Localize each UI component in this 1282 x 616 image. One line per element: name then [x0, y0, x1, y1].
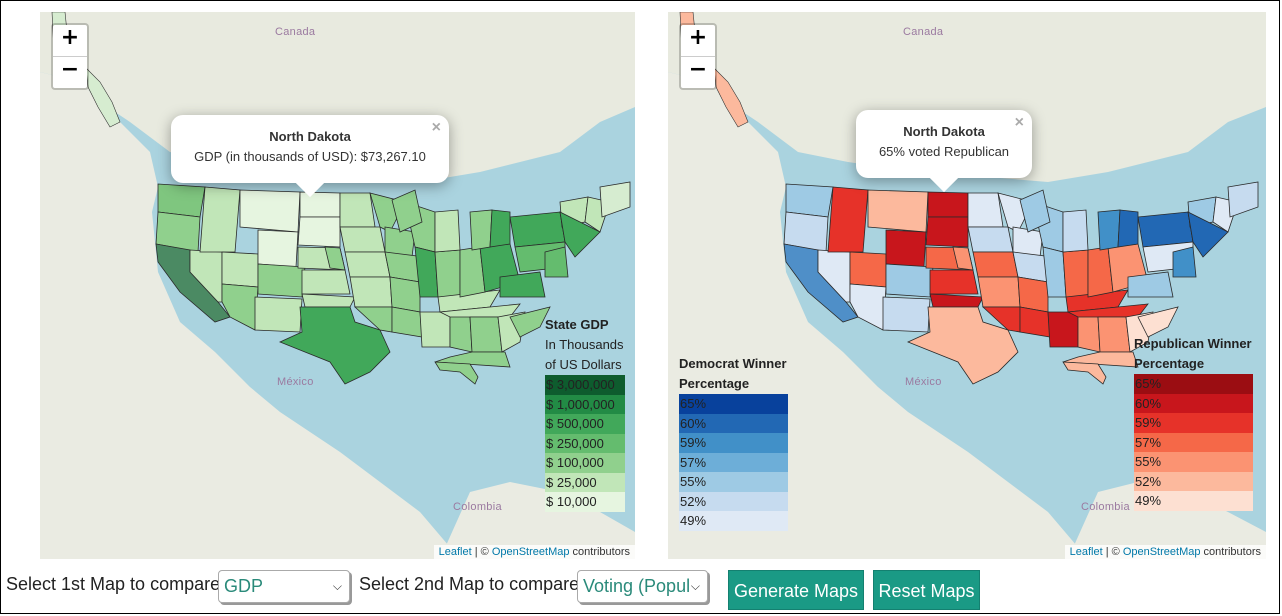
legend-item: 60% — [679, 413, 788, 433]
voting-map[interactable]: + − Canada México Colombia × North Dakot… — [668, 12, 1266, 559]
legend-item: $ 500,000 — [545, 414, 625, 434]
gdp-map[interactable]: + − Canada México Colombia × North Dakot… — [40, 12, 635, 559]
select-2-value: Voting (Popul — [583, 576, 691, 596]
popup-text: GDP (in thousands of USD): $73,267.10 — [194, 149, 426, 164]
popup-close-button[interactable]: × — [431, 119, 441, 136]
legend-item: 52% — [1134, 471, 1253, 491]
popup-close-button[interactable]: × — [1014, 114, 1024, 131]
popup-title: North Dakota — [269, 129, 351, 144]
attribution-contrib: contributors — [1200, 546, 1261, 558]
label-mexico: México — [277, 376, 314, 388]
zoom-out-button[interactable]: − — [60, 57, 80, 82]
select-2-dropdown[interactable]: Voting (Popul ⌵ — [577, 570, 708, 603]
legend-item: $ 100,000 — [545, 453, 625, 473]
select-1-label: Select 1st Map to compare — [6, 574, 221, 594]
legend-item: $ 250,000 — [545, 433, 625, 453]
map-attribution: Leaflet | © OpenStreetMap contributors — [433, 545, 635, 559]
attribution-sep: | © — [1102, 546, 1123, 558]
attribution-sep: | © — [471, 546, 492, 558]
legend-items: $ 3,000,000 $ 1,000,000 $ 500,000 $ 250,000… — [545, 375, 625, 512]
legend-title-1: Republican Winner — [1134, 336, 1252, 351]
legend-subtitle-1: In Thousands — [545, 337, 624, 352]
legend-items: 65% 60% 59% 57% 55% 52% 49% — [1134, 374, 1253, 511]
label-colombia: Colombia — [1081, 501, 1130, 513]
chevron-down-icon: ⌵ — [332, 579, 342, 593]
legend-item: $ 1,000,000 — [545, 394, 625, 414]
chevron-down-icon: ⌵ — [690, 579, 700, 593]
popup-title: North Dakota — [903, 124, 985, 139]
legend-item: $ 3,000,000 — [545, 375, 625, 395]
legend-items: 65% 60% 59% 57% 55% 52% 49% — [679, 394, 788, 531]
legend-item: 60% — [1134, 393, 1253, 413]
select-1-value: GDP — [224, 576, 264, 596]
legend-title-2: Percentage — [679, 376, 750, 391]
democrat-legend: Democrat Winner Percentage 65% 60% 59% 57% 5… — [679, 354, 788, 531]
leaflet-link[interactable]: Leaflet — [438, 546, 472, 558]
zoom-out-button[interactable]: − — [688, 57, 708, 82]
zoom-control: + − — [51, 23, 89, 90]
legend-item: 55% — [679, 472, 788, 492]
legend-item: 49% — [1134, 491, 1253, 511]
legend-item: 65% — [1134, 374, 1253, 394]
legend-item: 65% — [679, 394, 788, 414]
republican-legend: Republican Winner Percentage 65% 60% 59% 57… — [1134, 334, 1253, 511]
gdp-legend: State GDP In Thousands of US Dollars $ 3… — [545, 315, 625, 512]
legend-item: 59% — [1134, 413, 1253, 433]
legend-item: 49% — [679, 511, 788, 531]
osm-link[interactable]: OpenStreetMap — [491, 546, 570, 558]
label-mexico: México — [905, 376, 942, 388]
state-popup: × North Dakota GDP (in thousands of USD)… — [171, 115, 449, 198]
map-controls: Select 1st Map to compare GDP ⌵ Select 2… — [0, 568, 1282, 612]
popup-text: 65% voted Republican — [878, 144, 1010, 159]
states-choropleth[interactable] — [40, 12, 635, 559]
leaflet-link[interactable]: Leaflet — [1069, 546, 1103, 558]
zoom-in-button[interactable]: + — [681, 25, 715, 57]
legend-item: $ 10,000 — [545, 492, 625, 512]
legend-title-2: Percentage — [1134, 356, 1205, 371]
legend-title: State GDP — [545, 317, 609, 332]
reset-maps-button[interactable]: Reset Maps — [873, 570, 980, 610]
legend-subtitle-2: of US Dollars — [545, 357, 622, 372]
label-canada: Canada — [275, 26, 316, 38]
attribution-contrib: contributors — [569, 546, 630, 558]
select-2-label: Select 2nd Map to compare — [359, 574, 580, 594]
states-choropleth[interactable] — [668, 12, 1266, 559]
label-canada: Canada — [903, 26, 944, 38]
state-popup: × North Dakota 65% voted Republican — [856, 110, 1032, 193]
select-1-dropdown[interactable]: GDP ⌵ — [218, 570, 350, 603]
legend-item: 59% — [679, 433, 788, 453]
legend-item: 57% — [1134, 432, 1253, 452]
map-attribution: Leaflet | © OpenStreetMap contributors — [1064, 545, 1266, 559]
legend-item: 52% — [679, 491, 788, 511]
legend-item: 57% — [679, 452, 788, 472]
zoom-control: + − — [679, 23, 717, 90]
zoom-in-button[interactable]: + — [53, 25, 87, 57]
legend-item: 55% — [1134, 452, 1253, 472]
legend-item: $ 25,000 — [545, 472, 625, 492]
legend-title-1: Democrat Winner — [679, 356, 787, 371]
osm-link[interactable]: OpenStreetMap — [1122, 546, 1201, 558]
generate-maps-button[interactable]: Generate Maps — [728, 570, 864, 610]
label-colombia: Colombia — [453, 501, 502, 513]
